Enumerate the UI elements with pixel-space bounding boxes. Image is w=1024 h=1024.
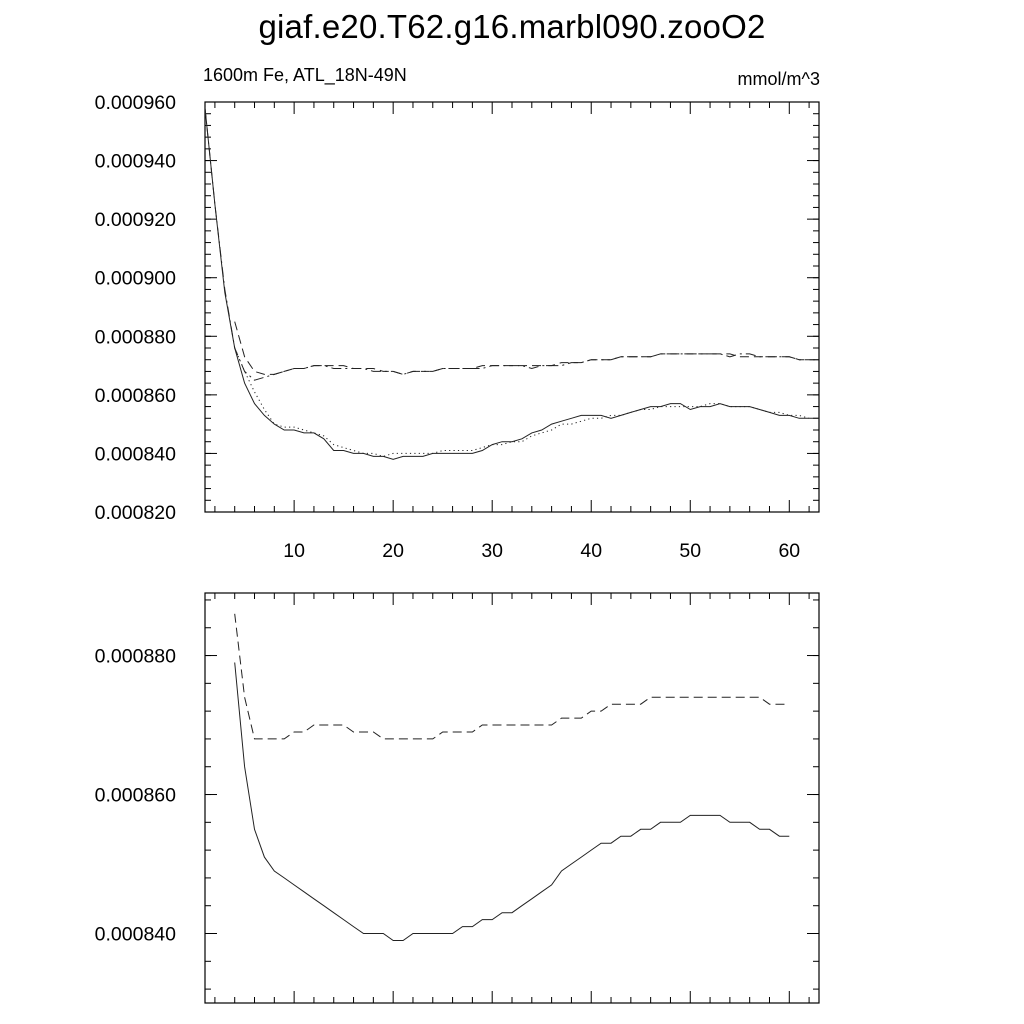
x-tick-label: 40 (580, 540, 602, 562)
series-line-solid (205, 107, 819, 460)
plot-frame (204, 101, 820, 513)
y-tick-label: 0.000880 (95, 326, 176, 348)
y-tick-label: 0.000820 (95, 502, 176, 524)
y-tick-label: 0.000960 (95, 92, 176, 114)
y-tick-label: 0.000860 (95, 785, 176, 807)
series-line-solid (234, 662, 790, 941)
y-tick-label: 0.000900 (95, 268, 176, 290)
series-line-dotted (234, 347, 810, 457)
x-tick-label: 50 (679, 540, 701, 562)
x-tick-label: 20 (382, 540, 404, 562)
series-line-dashed (234, 613, 790, 740)
x-tick-label: 10 (283, 540, 305, 562)
y-tick-label: 0.000860 (95, 385, 176, 407)
y-tick-label: 0.000840 (95, 924, 176, 946)
series-line-dashed (234, 321, 819, 375)
x-tick-label: 30 (481, 540, 503, 562)
chart-title: giaf.e20.T62.g16.marbl090.zooO2 (258, 8, 766, 45)
y-tick-label: 0.000880 (95, 646, 176, 668)
y-tick-label: 0.000920 (95, 209, 176, 231)
series-line-dashdot (205, 107, 819, 381)
top-panel: 10 20 30 40 50 60 0.000820 0.000840 0.000860 0.00… (95, 92, 820, 562)
y-tick-label: 0.000940 (95, 151, 176, 173)
x-tick-label: 60 (778, 540, 800, 562)
plot-frame (204, 592, 820, 1004)
chart-subtitle-left: 1600m Fe, ATL_18N-49N (203, 65, 407, 85)
bottom-panel: 0.000840 0.000860 0.000880 (95, 592, 820, 1004)
chart-units-label: mmol/m^3 (737, 69, 820, 89)
y-tick-label: 0.000840 (95, 443, 176, 465)
